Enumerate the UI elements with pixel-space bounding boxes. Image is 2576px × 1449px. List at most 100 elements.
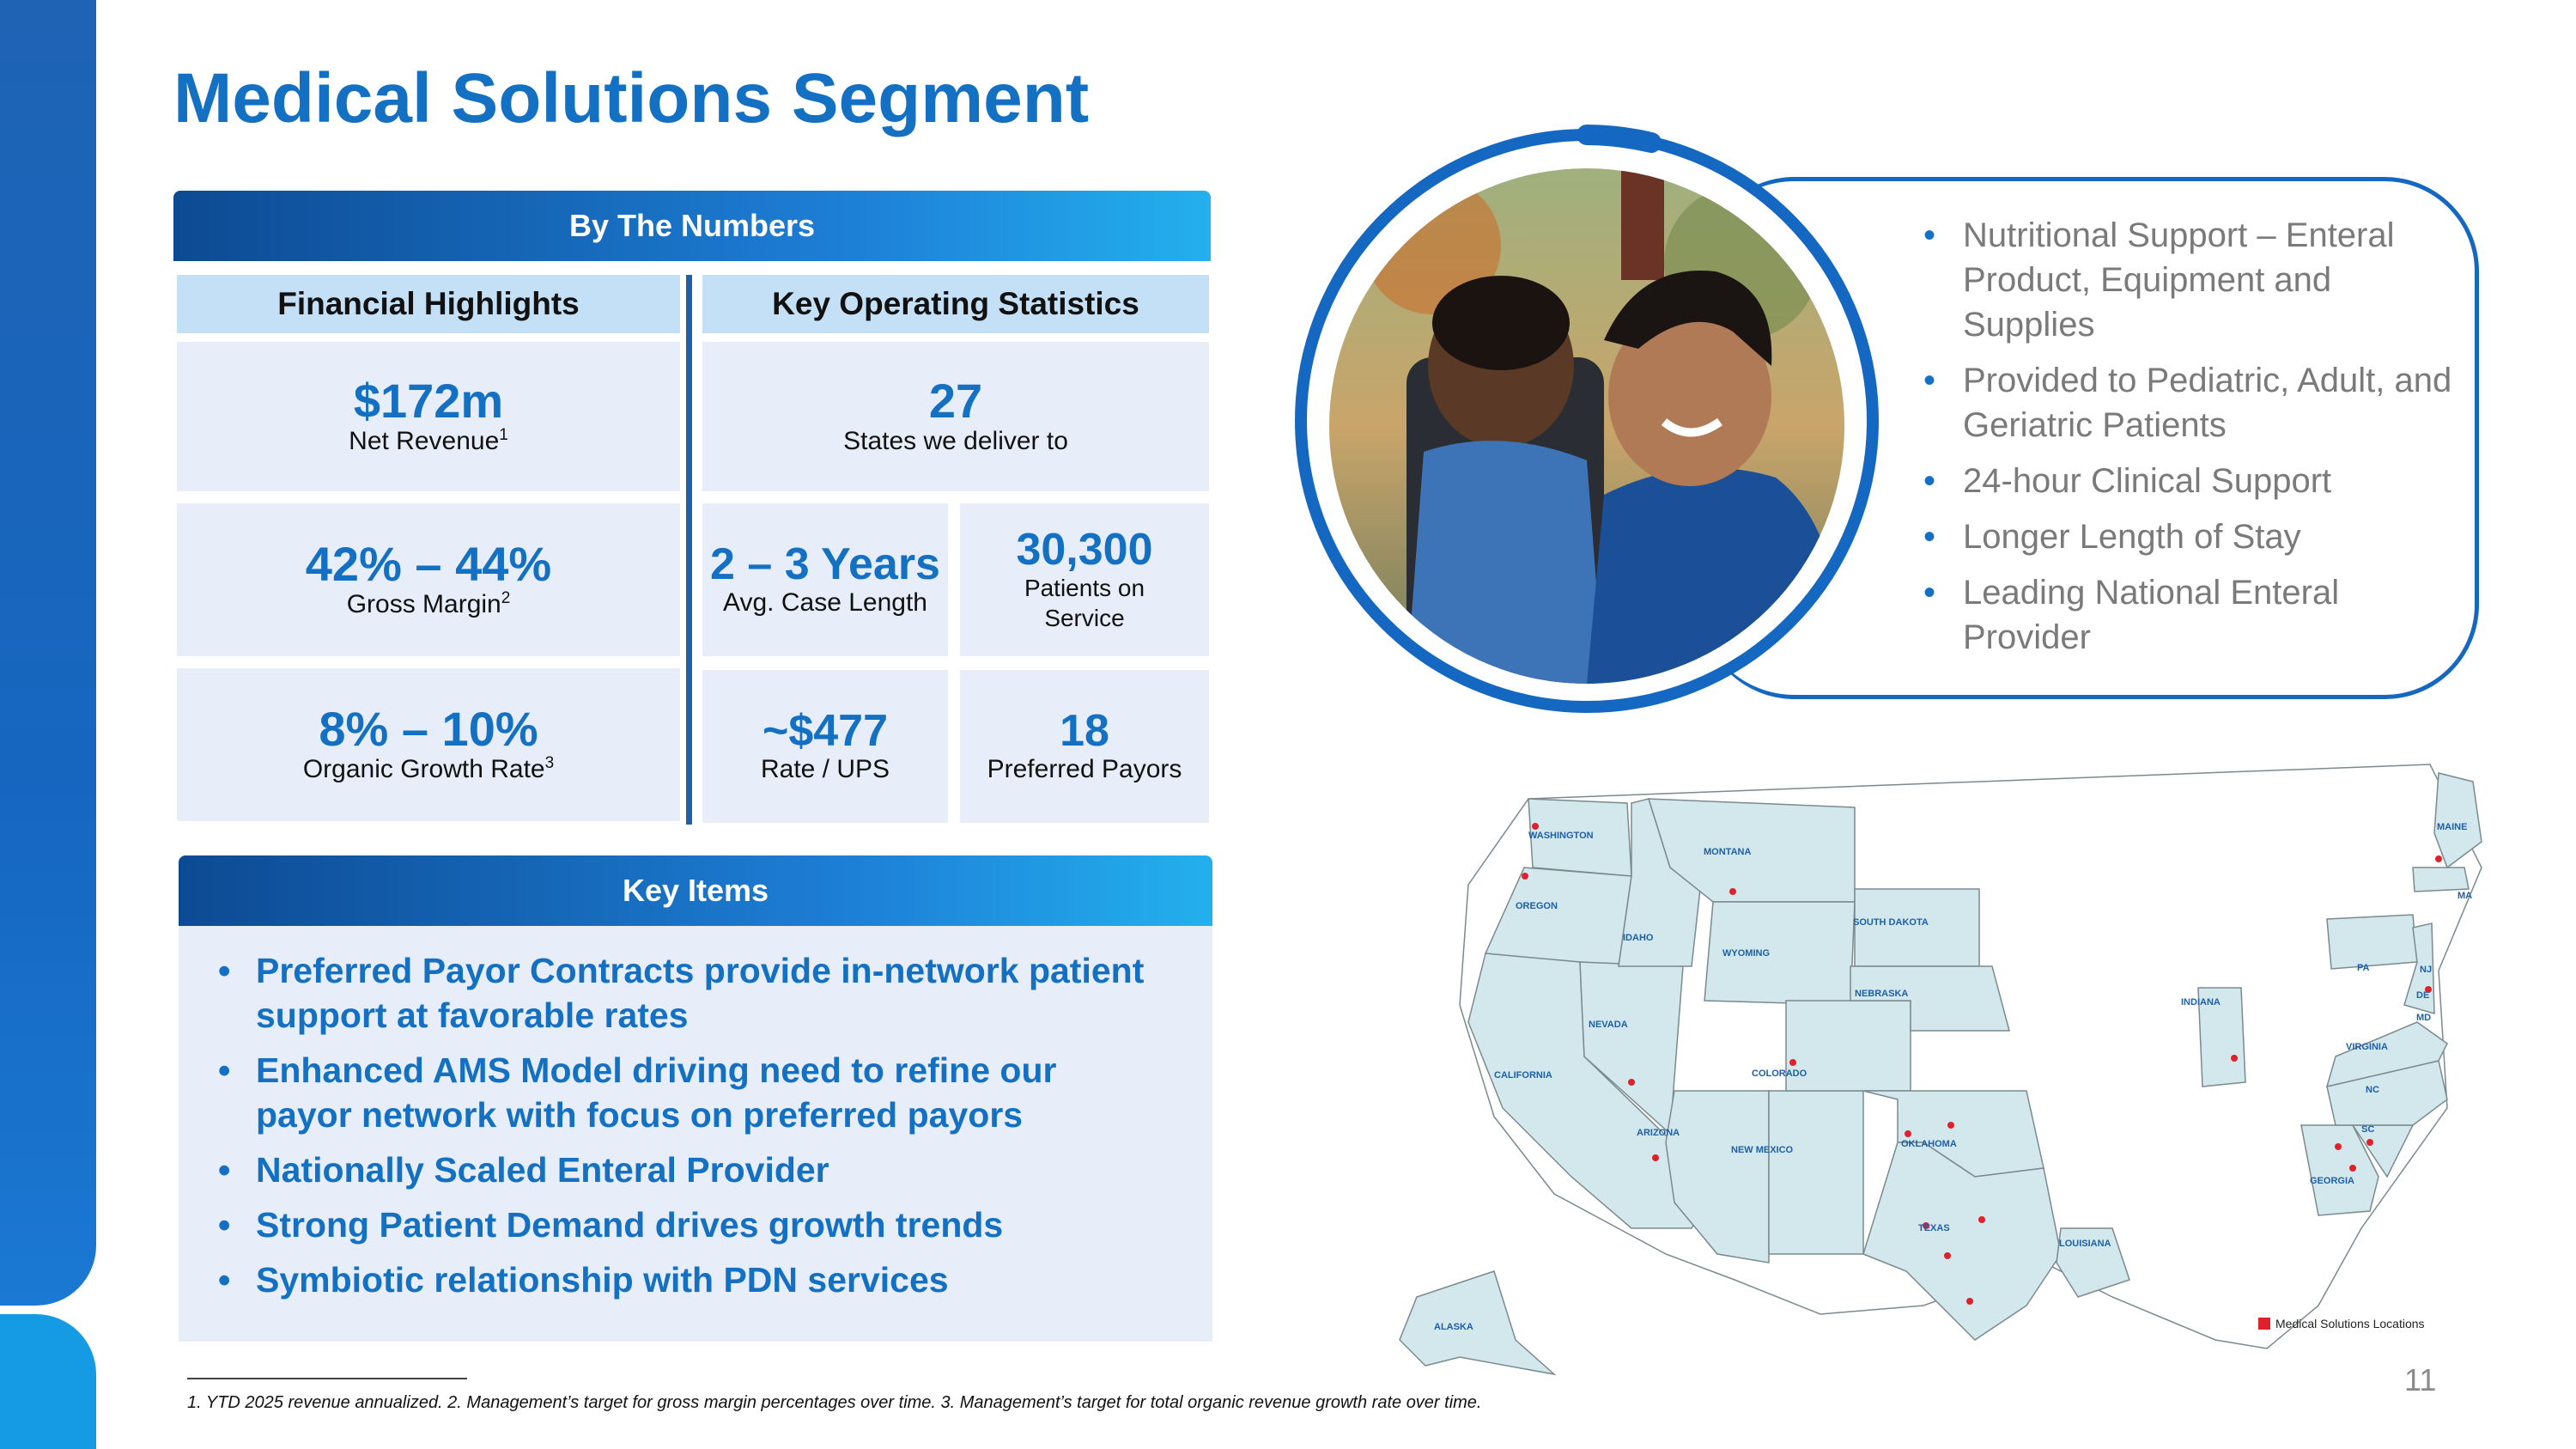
location-dot xyxy=(2435,855,2442,862)
states-label: States we deliver to xyxy=(843,427,1068,456)
state-indiana xyxy=(2197,987,2246,1087)
map-label: SC xyxy=(2361,1124,2374,1135)
services-frame xyxy=(1700,177,2479,699)
state-texas xyxy=(1862,1142,2062,1341)
map-label: NJ xyxy=(2420,965,2432,975)
location-dot xyxy=(2231,1055,2238,1062)
location-dot xyxy=(1532,823,1539,830)
footnote-ref-3: 3 xyxy=(544,754,555,773)
map-label: MAINE xyxy=(2437,822,2467,832)
us-locations-map: WASHINGTON OREGON CALIFORNIA NEVADA IDAH… xyxy=(1399,764,2482,1376)
service-item: Leading National Enteral Provider xyxy=(1923,570,2456,660)
location-dot xyxy=(1789,1059,1796,1066)
footnote-ref-2: 2 xyxy=(501,589,511,608)
gross-margin-card: 42% – 44% Gross Margin2 xyxy=(177,503,680,656)
map-label: LOUISIANA xyxy=(2059,1239,2111,1249)
map-label: SOUTH DAKOTA xyxy=(1853,917,1929,928)
service-item: 24-hour Clinical Support xyxy=(1923,459,2456,503)
services-list: Nutritional Support – Enteral Product, E… xyxy=(1923,213,2456,671)
service-item: Provided to Pediatric, Adult, and Geriat… xyxy=(1923,358,2456,447)
map-label: NEBRASKA xyxy=(1855,989,1908,999)
footnote-rule xyxy=(187,1378,467,1379)
state-shapes xyxy=(1399,772,2482,1376)
state-pa xyxy=(2326,914,2418,970)
payors-value: 18 xyxy=(1060,705,1109,756)
state-nebraska xyxy=(1850,965,2010,1032)
rate-card: ~$477 Rate / UPS xyxy=(702,670,948,823)
map-label: INDIANA xyxy=(2181,997,2221,1008)
location-dot xyxy=(1628,1079,1635,1086)
case-length-card: 2 – 3 Years Avg. Case Length xyxy=(702,503,948,656)
map-label: COLORADO xyxy=(1752,1068,1807,1079)
footnote-ref-1: 1 xyxy=(499,426,508,445)
gross-margin-value: 42% – 44% xyxy=(305,536,552,591)
states-card: 27 States we deliver to xyxy=(702,342,1209,491)
location-dot xyxy=(1947,1122,1954,1129)
location-dot xyxy=(1966,1298,1973,1305)
location-dot xyxy=(2425,986,2432,993)
map-label: IDAHO xyxy=(1623,933,1654,943)
location-dot xyxy=(1729,888,1736,895)
state-maine xyxy=(2433,772,2482,869)
location-dot xyxy=(1905,1130,1911,1137)
key-items-panel: Preferred Payor Contracts provide in-net… xyxy=(179,926,1212,1342)
net-revenue-value: $172m xyxy=(353,373,504,428)
sidebar-accent-bottom xyxy=(0,1314,96,1449)
map-label: CALIFORNIA xyxy=(1494,1070,1552,1081)
page-title: Medical Solutions Segment xyxy=(173,59,1090,137)
map-legend-label: Medical Solutions Locations xyxy=(2275,1317,2425,1330)
state-alaska xyxy=(1399,1270,1557,1376)
map-label: OREGON xyxy=(1516,901,1558,911)
map-label: PA xyxy=(2357,963,2370,973)
key-item: Preferred Payor Contracts provide in-net… xyxy=(218,948,1161,1038)
service-item: Longer Length of Stay xyxy=(1923,514,2456,559)
key-item: Enhanced AMS Model driving need to refin… xyxy=(218,1048,1161,1137)
location-dot xyxy=(2349,1165,2356,1172)
organic-growth-card: 8% – 10% Organic Growth Rate3 xyxy=(177,668,680,821)
patients-card: 30,300 Patients on Service xyxy=(960,503,1209,656)
organic-growth-label: Organic Growth Rate3 xyxy=(302,754,555,784)
state-labels: WASHINGTON OREGON CALIFORNIA NEVADA IDAH… xyxy=(1434,822,2472,1332)
footnote: 1. YTD 2025 revenue annualized. 2. Manag… xyxy=(187,1393,1482,1412)
map-label: ARIZONA xyxy=(1637,1128,1680,1138)
location-dot xyxy=(2366,1139,2373,1146)
map-label: ALASKA xyxy=(1434,1322,1473,1332)
map-label: MONTANA xyxy=(1704,847,1751,857)
map-label: NEW MEXICO xyxy=(1731,1145,1794,1155)
map-label: WASHINGTON xyxy=(1528,831,1594,841)
location-dots xyxy=(1522,823,2442,1305)
location-dot xyxy=(1944,1252,1951,1259)
numbers-header: By The Numbers xyxy=(173,191,1211,261)
location-dot xyxy=(1978,1216,1985,1223)
key-item: Strong Patient Demand drives growth tren… xyxy=(218,1202,1161,1247)
payors-card: 18 Preferred Payors xyxy=(960,670,1209,823)
state-louisiana xyxy=(2056,1227,2130,1298)
state-virginia xyxy=(2325,1021,2448,1088)
map-label: MD xyxy=(2416,1013,2431,1023)
map-label: WYOMING xyxy=(1722,948,1770,959)
map-label: NC xyxy=(2366,1085,2379,1095)
financial-highlights-header: Financial Highlights xyxy=(177,275,680,333)
sidebar-accent-top xyxy=(0,0,96,1306)
case-length-label: Avg. Case Length xyxy=(723,588,927,618)
location-dot xyxy=(1923,1222,1929,1229)
patients-label: Patients on Service xyxy=(1024,575,1145,632)
organic-growth-value: 8% – 10% xyxy=(319,701,538,756)
state-new-mexico xyxy=(1768,1090,1864,1255)
map-label: TEXAS xyxy=(1918,1223,1950,1233)
net-revenue-label: Net Revenue1 xyxy=(349,426,508,456)
location-dot xyxy=(1652,1154,1659,1161)
map-label: GEORGIA xyxy=(2310,1176,2354,1186)
operating-statistics-header: Key Operating Statistics xyxy=(702,275,1209,333)
map-label: NEVADA xyxy=(1589,1020,1628,1030)
key-item: Nationally Scaled Enteral Provider xyxy=(218,1148,1161,1192)
net-revenue-card: $172m Net Revenue1 xyxy=(177,342,680,491)
states-value: 27 xyxy=(928,373,983,428)
payors-label: Preferred Payors xyxy=(987,755,1182,784)
service-item: Nutritional Support – Enteral Product, E… xyxy=(1923,213,2456,347)
rate-label: Rate / UPS xyxy=(760,755,890,784)
map-label: DE xyxy=(2416,990,2429,1001)
rate-value: ~$477 xyxy=(762,705,889,756)
map-label: MA xyxy=(2458,891,2472,901)
location-dot xyxy=(1522,873,1528,880)
